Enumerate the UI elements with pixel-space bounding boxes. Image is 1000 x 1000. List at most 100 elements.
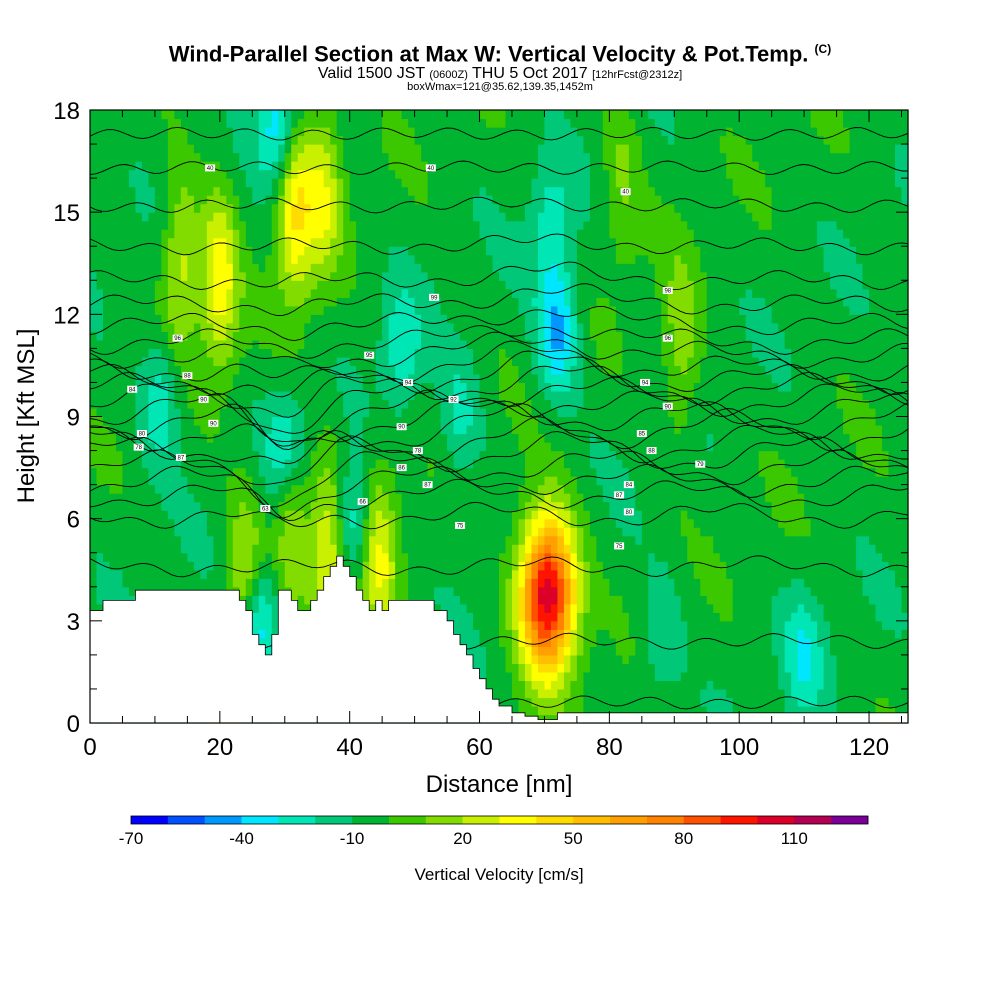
field-cell [317,399,325,409]
field-cell [258,476,266,486]
field-cell [479,646,487,656]
field-cell [128,365,137,375]
field-cell [427,339,435,349]
field-cell [122,237,130,247]
field-cell [414,169,422,179]
field-cell [460,144,468,154]
field-cell [460,433,468,443]
field-cell [323,339,331,349]
field-cell [414,331,422,341]
field-cell [401,416,409,426]
field-cell [252,288,260,298]
field-cell [109,280,117,290]
field-cell [336,390,344,401]
field-cell [252,407,260,418]
field-cell [460,612,468,622]
field-cell [440,127,448,137]
field-cell [479,254,487,264]
forecast-info: [12hrFcst@2312z] [592,69,683,82]
field-cell [141,152,150,162]
field-cell [135,212,143,222]
field-cell [349,212,357,222]
field-cell [421,280,429,290]
field-cell [200,178,208,188]
field-cell [375,518,383,528]
field-cell [369,501,377,511]
field-cell [486,144,494,154]
field-cell [518,135,526,145]
field-cell [128,288,137,298]
field-cell [102,356,111,367]
field-cell [206,442,214,452]
field-cell [473,586,481,596]
field-cell [317,544,325,554]
field-cell [349,348,357,358]
field-cell [362,169,370,179]
field-cell [479,144,487,154]
field-cell [310,459,318,469]
field-cell [193,493,201,503]
field-cell [167,237,175,247]
field-cell [401,220,409,230]
field-cell [239,118,247,128]
field-cell [310,246,318,256]
field-cell [473,314,481,324]
field-cell [219,484,227,494]
field-cell [369,544,377,554]
field-cell [310,271,318,281]
field-cell [395,178,403,188]
field-cell [297,390,305,401]
field-cell [511,433,520,443]
field-cell [421,161,429,171]
field-cell [219,493,227,503]
field-cell [460,305,468,315]
field-cell [200,459,208,469]
field-cell [271,595,279,605]
field-cell [414,186,422,196]
field-cell [141,518,150,528]
field-cell [421,220,429,230]
field-cell [330,544,338,554]
field-cell [317,254,325,264]
field-cell [245,407,253,418]
field-cell [434,152,442,162]
field-cell [537,561,546,571]
field-cell [453,280,461,290]
field-cell [356,144,364,154]
field-cell [174,407,182,418]
field-cell [434,144,442,154]
field-cell [193,229,201,239]
field-cell [200,407,208,418]
field-cell [369,510,377,520]
field-cell [226,195,234,205]
field-cell [90,237,98,247]
field-cell [206,144,214,154]
field-cell [271,459,279,469]
field-cell [200,339,208,349]
field-cell [252,467,260,477]
field-cell [96,459,104,469]
field-cell [330,280,338,290]
field-cell [427,237,435,247]
field-cell [323,271,331,281]
field-cell [291,399,299,409]
field-cell [453,510,461,520]
field-cell [382,152,390,162]
field-cell [304,152,312,162]
field-cell [265,578,273,588]
field-cell [427,510,435,520]
field-cell [291,348,299,358]
field-cell [128,501,137,511]
field-cell [265,118,273,128]
field-cell [382,510,390,520]
field-cell [349,407,357,418]
field-cell [492,586,500,596]
field-cell [128,135,137,145]
field-cell [427,535,435,545]
field-cell [90,254,98,264]
field-cell [518,280,526,290]
field-cell [421,493,429,503]
field-cell [109,416,117,426]
field-cell [440,433,448,443]
field-cell [473,144,481,154]
